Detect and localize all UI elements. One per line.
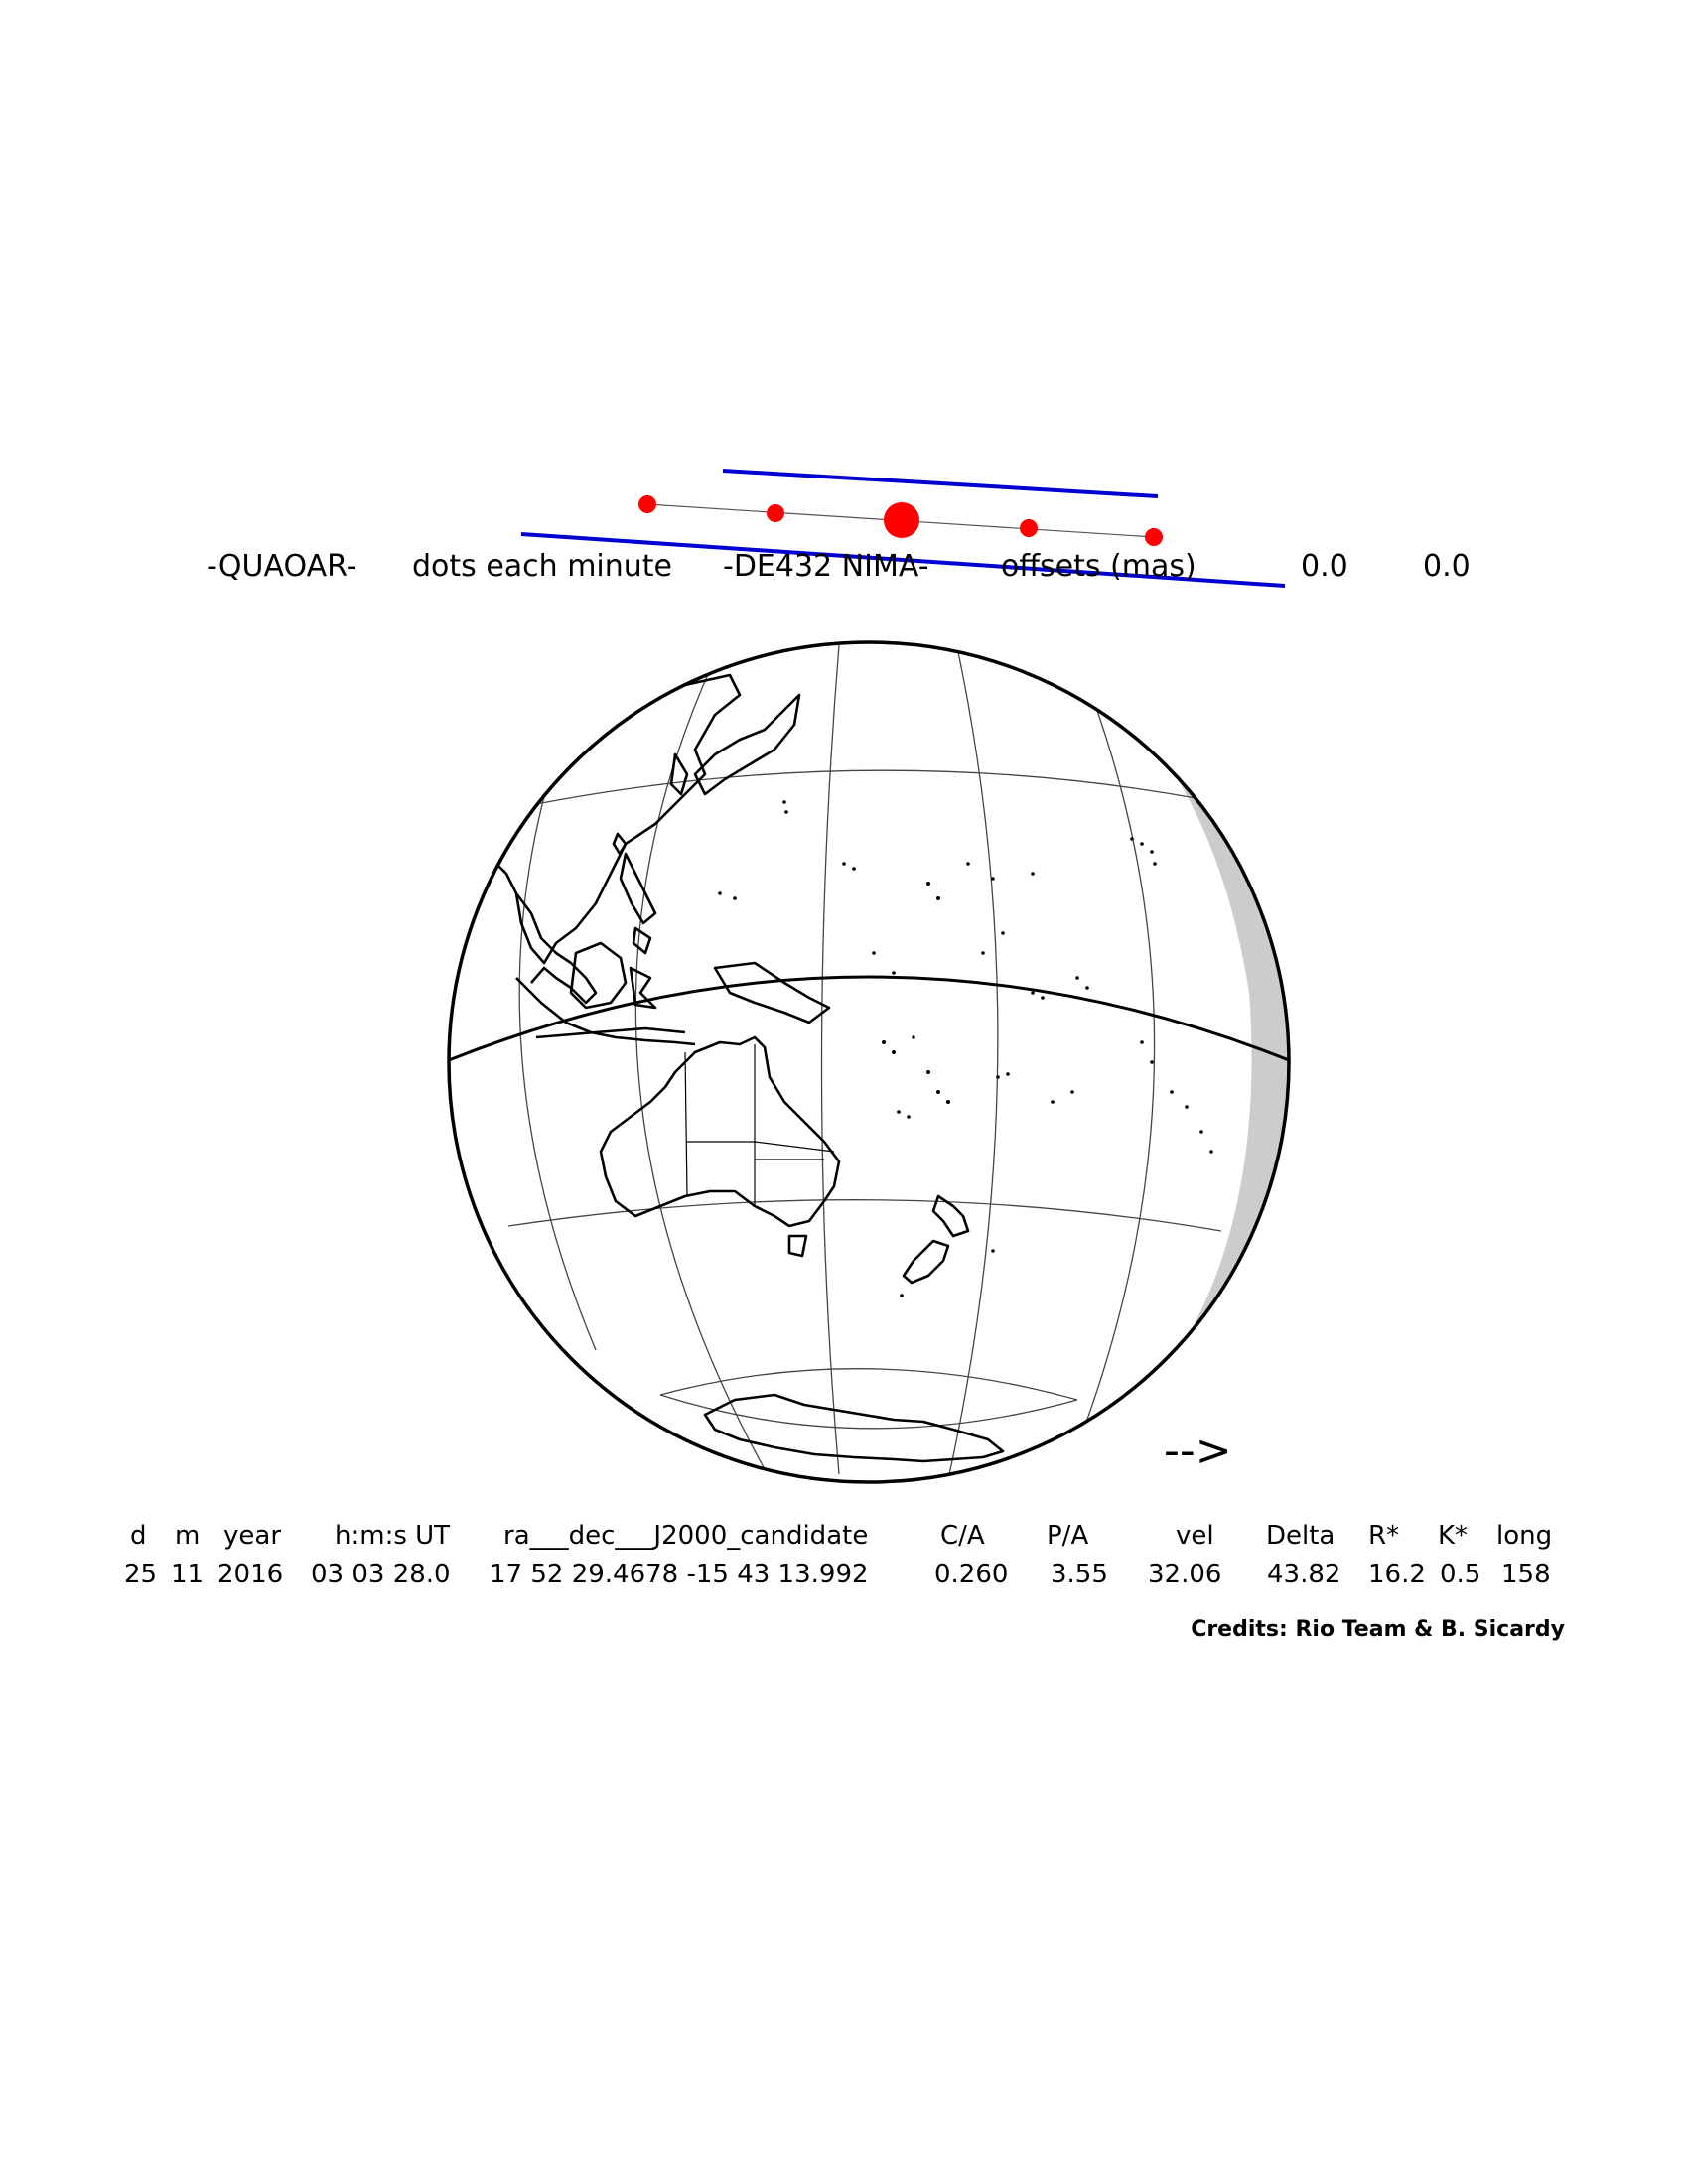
header-k-star: K* (1438, 1521, 1468, 1551)
antarctica-coast (703, 1393, 1005, 1463)
value-day: 25 (124, 1560, 157, 1589)
value-time: 03 03 28.0 (311, 1560, 451, 1589)
indonesia-coast (515, 977, 696, 1046)
new-guinea-coast (713, 961, 831, 1024)
value-month: 11 (171, 1560, 204, 1589)
indochina-coast (514, 892, 598, 1005)
title-line: -QUAOAR- dots each minute -DE432 NIMA- o… (207, 549, 1471, 584)
japan-coast (693, 693, 801, 796)
header-pa: P/A (1047, 1521, 1088, 1551)
value-long: 158 (1501, 1560, 1551, 1589)
header-long: long (1496, 1521, 1552, 1551)
new-zealand-north (931, 1194, 970, 1238)
value-ca: 0.260 (934, 1560, 1008, 1589)
coastlines (495, 673, 1005, 1463)
object-name: -QUAOAR- (207, 549, 357, 584)
header-time: h:m:s UT (335, 1521, 450, 1551)
header-year: year (223, 1521, 281, 1551)
credits: Credits: Rio Team & B. Sicardy (1191, 1617, 1565, 1642)
globe (447, 640, 1291, 1484)
offsets-label: offsets (mas) (1001, 549, 1196, 584)
offset-ra: 0.0 (1301, 549, 1348, 584)
header-vel: vel (1176, 1521, 1214, 1551)
shadow-limit-south (520, 532, 1286, 588)
direction-arrow: --> (1164, 1426, 1232, 1476)
borneo-coast (569, 941, 628, 1010)
value-delta: 43.82 (1267, 1560, 1340, 1589)
dots-label: dots each minute (412, 549, 672, 584)
header-r-star: R* (1368, 1521, 1399, 1551)
path-dot-closest-approach (884, 502, 919, 538)
new-zealand-south (902, 1239, 950, 1285)
australia-coast (599, 1035, 841, 1228)
value-k-star: 0.5 (1440, 1560, 1480, 1589)
pacific-islands (718, 800, 1213, 1297)
value-year: 2016 (217, 1560, 283, 1589)
shadow-path-strip (520, 469, 1286, 588)
value-vel: 32.06 (1148, 1560, 1221, 1589)
path-dot (767, 504, 784, 522)
value-coords: 17 52 29.4678 -15 43 13.992 (490, 1560, 869, 1589)
header-day: d (130, 1521, 147, 1551)
offset-dec: 0.0 (1423, 549, 1471, 584)
globe-outline (447, 640, 1291, 1484)
header-coords: ra___dec___J2000_candidate (503, 1521, 868, 1551)
value-r-star: 16.2 (1368, 1560, 1426, 1589)
header-delta: Delta (1266, 1521, 1335, 1551)
graticule (507, 644, 1222, 1480)
value-pa: 3.55 (1051, 1560, 1108, 1589)
philippines-coast (619, 852, 657, 925)
path-dot (1020, 519, 1038, 537)
shadow-limit-north (722, 469, 1159, 498)
data-table: d m year h:m:s UT ra___dec___J2000_candi… (124, 1521, 1552, 1589)
ephemeris-label: -DE432 NIMA- (723, 549, 929, 584)
header-month: m (175, 1521, 200, 1551)
path-dot (638, 495, 656, 513)
path-dot (1145, 528, 1163, 546)
globe-disc (449, 642, 1289, 1482)
tasmania-coast (787, 1234, 808, 1258)
header-ca: C/A (940, 1521, 985, 1551)
state-borders (684, 1044, 835, 1206)
equator (449, 975, 1289, 1062)
